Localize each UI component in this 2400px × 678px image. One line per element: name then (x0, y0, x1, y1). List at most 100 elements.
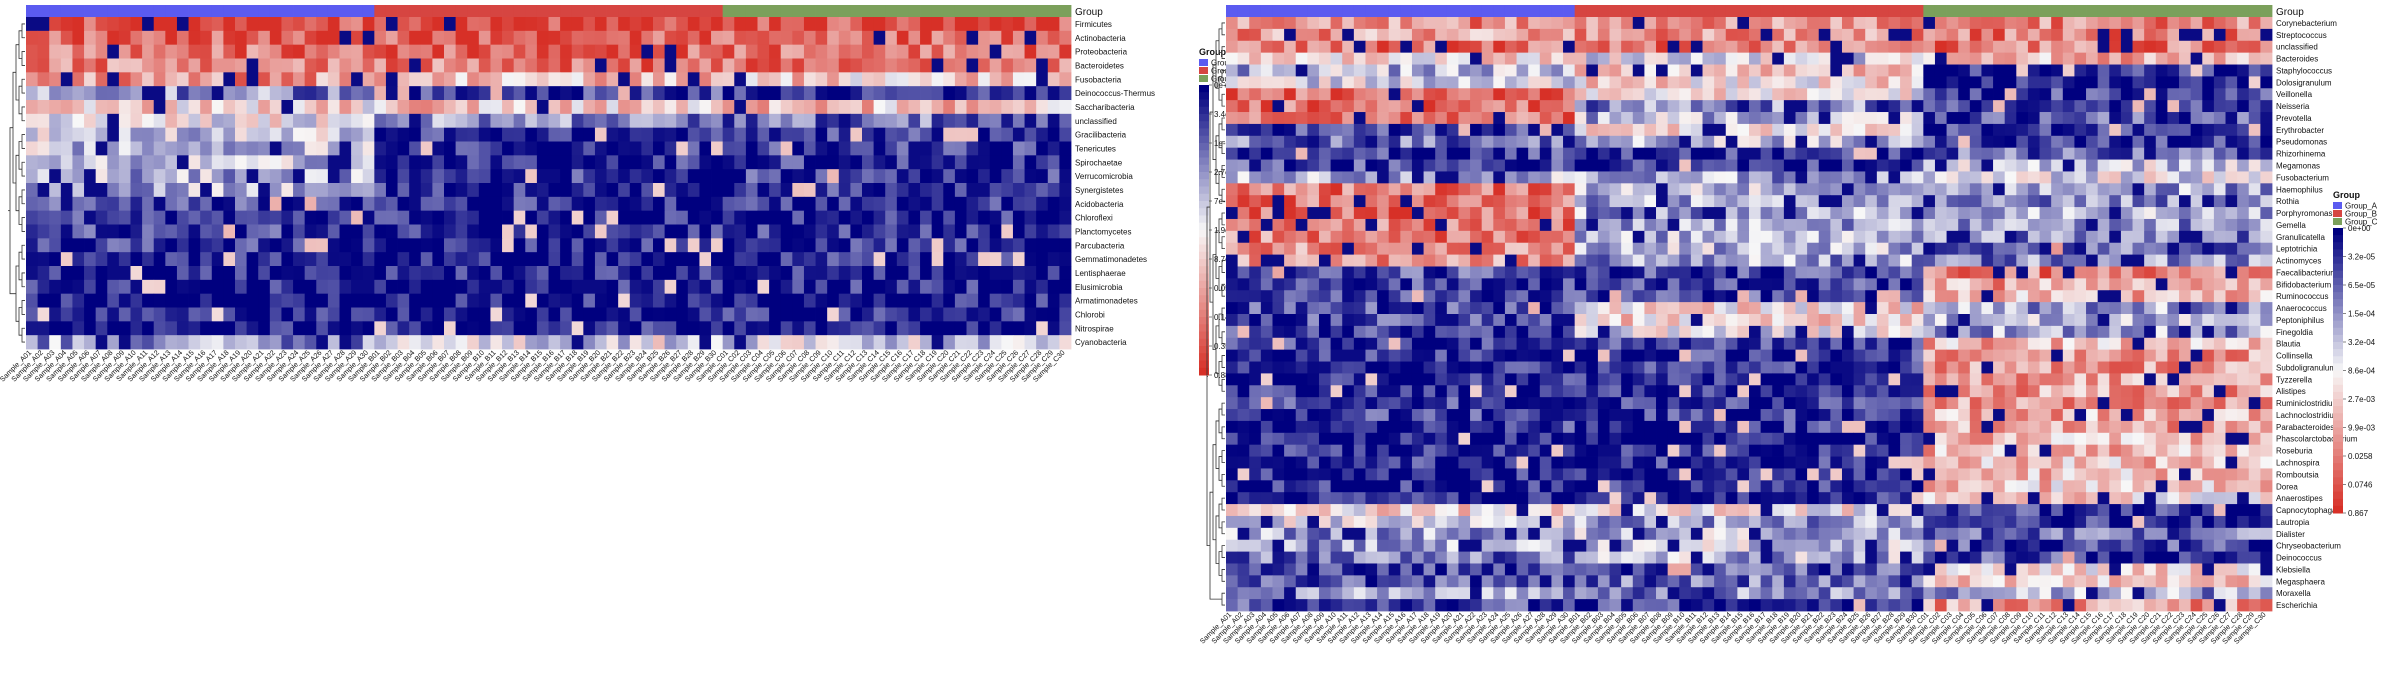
heatmap-cell (2051, 254, 2064, 267)
heatmap-cell (165, 58, 178, 73)
heatmap-cell (2144, 266, 2157, 279)
heatmap-cell (896, 141, 909, 156)
heatmap-cell (560, 30, 573, 46)
heatmap-cell (409, 321, 422, 336)
heatmap-cell (745, 86, 758, 101)
heatmap-cell (1400, 40, 1413, 54)
heatmap-cell (1946, 242, 1959, 255)
heatmap-cell (304, 210, 317, 225)
heatmap-cell (2213, 17, 2226, 30)
group-annotation-cell (1481, 5, 1494, 17)
heatmap-cell (687, 224, 700, 239)
heatmap-cell (118, 44, 131, 59)
group-annotation-cell (873, 5, 886, 17)
heatmap-cell (1330, 159, 1343, 172)
heatmap-cell (1783, 266, 1796, 279)
heatmap-cell (943, 183, 956, 198)
heatmap-cell (188, 335, 201, 350)
heatmap-cell (1597, 278, 1610, 291)
heatmap-cell (954, 127, 967, 142)
heatmap-cell (2225, 218, 2238, 232)
heatmap-cell (1621, 207, 1634, 220)
heatmap-cell (1632, 123, 1645, 137)
heatmap-cell (1481, 266, 1494, 279)
heatmap-cell (118, 141, 131, 156)
heatmap-cell (1609, 302, 1622, 315)
group-annotation-cell (1969, 5, 1982, 17)
heatmap-cell (1737, 135, 1750, 149)
heatmap-cell (920, 252, 933, 267)
heatmap-cell (281, 86, 294, 101)
heatmap-cell (873, 293, 886, 308)
heatmap-cell (2097, 64, 2110, 77)
heatmap-cell (873, 155, 886, 170)
heatmap-cell (803, 17, 816, 32)
heatmap-cell (2179, 218, 2192, 232)
heatmap-cell (432, 155, 445, 170)
heatmap-cell (1702, 290, 1715, 303)
heatmap-cell (606, 86, 619, 101)
heatmap-cell (2027, 266, 2040, 279)
heatmap-cell (95, 141, 108, 156)
group-annotation-cell (351, 5, 364, 17)
heatmap-cell (49, 196, 62, 212)
heatmap-cell (1586, 171, 1599, 184)
heatmap-cell (1946, 112, 1959, 125)
heatmap-cell (420, 224, 433, 239)
heatmap-cell (2004, 207, 2017, 220)
heatmap-cell (1353, 207, 1366, 220)
heatmap-cell (2213, 254, 2226, 267)
heatmap-cell (1993, 88, 2006, 101)
heatmap-cell (118, 127, 131, 142)
heatmap-cell (1993, 171, 2006, 184)
heatmap-cell (966, 238, 979, 253)
heatmap-cell (1760, 147, 1773, 160)
heatmap-cell (1888, 88, 1901, 101)
heatmap-cell (258, 127, 271, 142)
heatmap-cell (2027, 230, 2040, 244)
heatmap-cell (1365, 135, 1378, 149)
heatmap-cell (409, 141, 422, 156)
heatmap-cell (1012, 252, 1025, 267)
heatmap-cell (722, 335, 735, 350)
heatmap-cell (1516, 64, 1529, 77)
heatmap-cell (571, 100, 584, 115)
heatmap-cell (2248, 254, 2261, 267)
heatmap-cell (2027, 52, 2040, 65)
heatmap-cell (1876, 112, 1889, 125)
heatmap-cell (1888, 254, 1901, 267)
heatmap-cell (745, 224, 758, 239)
heatmap-cell (1958, 183, 1971, 196)
heatmap-cell (327, 100, 340, 115)
heatmap-cell (757, 307, 770, 322)
heatmap-cell (1551, 266, 1564, 279)
heatmap-cell (1946, 147, 1959, 160)
heatmap-cell (1934, 230, 1947, 244)
heatmap-cell (235, 293, 248, 308)
heatmap-cell (2190, 254, 2203, 267)
heatmap-cell (26, 155, 39, 170)
heatmap-cell (327, 183, 340, 198)
group-annotation-cell (316, 5, 329, 17)
heatmap-cell (1609, 183, 1622, 196)
heatmap-cell (478, 279, 491, 295)
heatmap-cell (629, 44, 642, 59)
heatmap-cell (978, 279, 991, 295)
heatmap-cell (2097, 254, 2110, 267)
heatmap-cell (2248, 195, 2261, 208)
heatmap-cell (1853, 64, 1866, 77)
heatmap-cell (502, 196, 515, 212)
heatmap-cell (165, 238, 178, 253)
heatmap-cell (26, 86, 39, 101)
heatmap-cell (641, 321, 654, 336)
heatmap-cell (72, 113, 85, 129)
heatmap-cell (653, 307, 666, 322)
heatmap-cell (1644, 28, 1657, 42)
heatmap-cell (1249, 135, 1262, 149)
heatmap-cell (803, 155, 816, 170)
heatmap-cell (235, 252, 248, 267)
heatmap-cell (2027, 17, 2040, 30)
heatmap-cell (1760, 195, 1773, 208)
group-annotation-cell (467, 5, 480, 17)
heatmap-cell (1237, 17, 1250, 30)
